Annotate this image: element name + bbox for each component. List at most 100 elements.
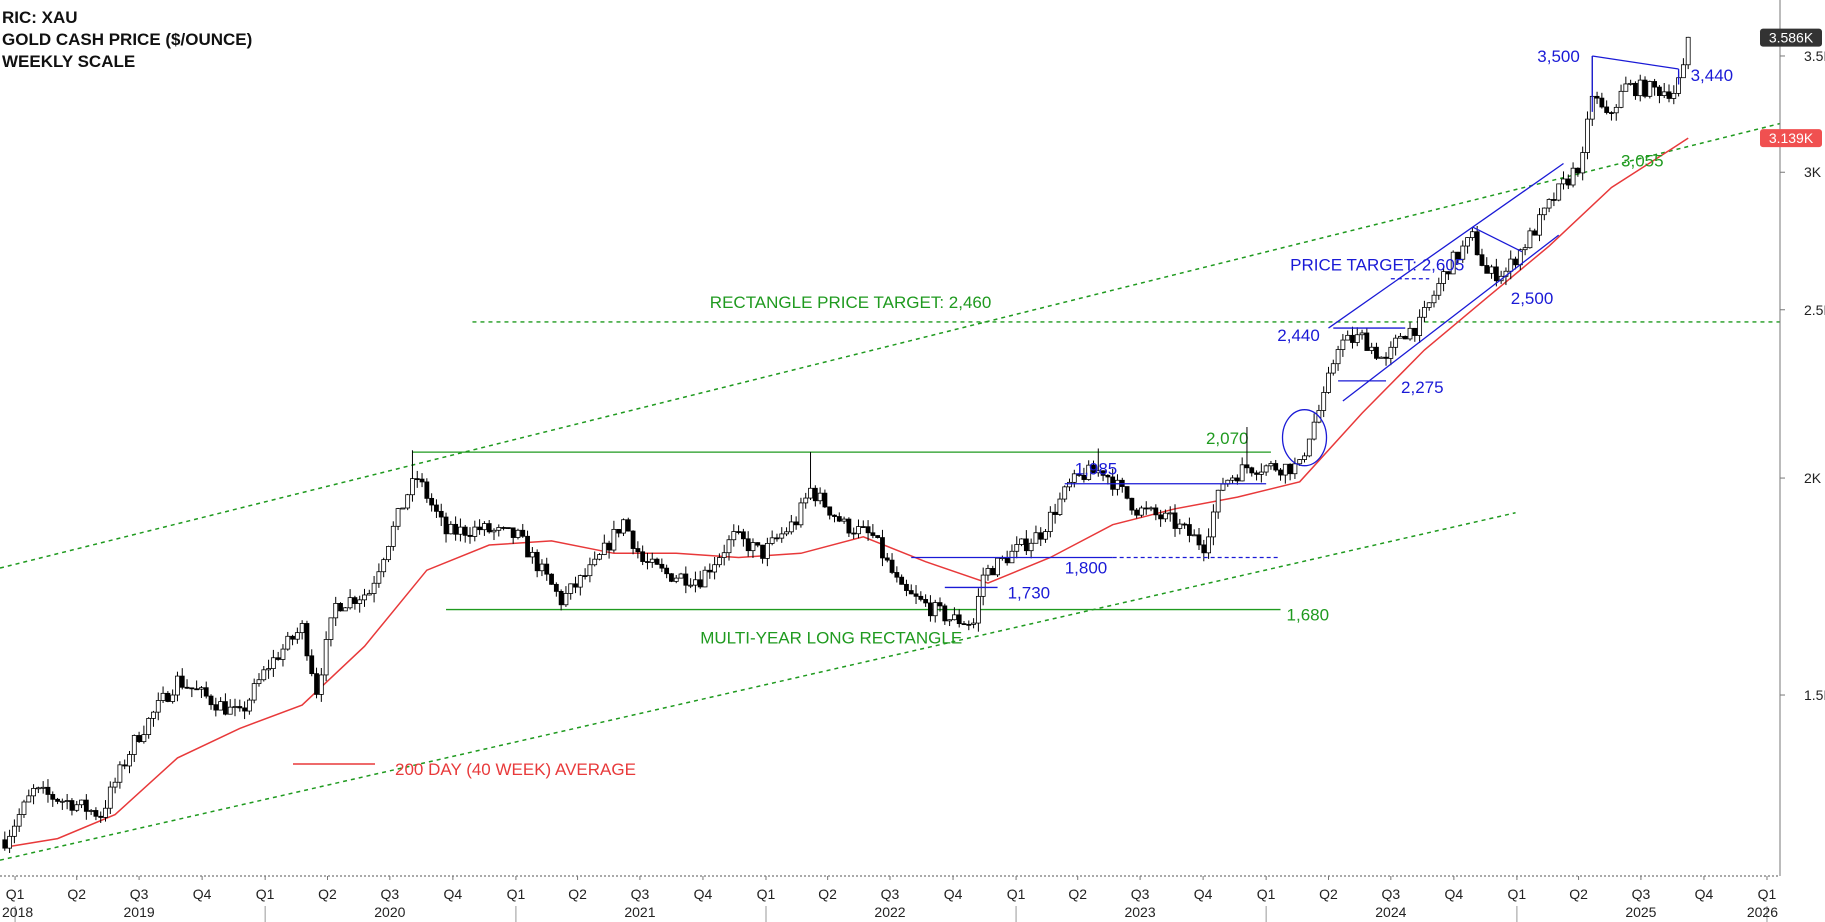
- candle-body: [1436, 283, 1442, 296]
- x-quarter-label: Q2: [568, 886, 587, 902]
- level-3055-label: 3,055: [1621, 152, 1664, 171]
- candle-body: [683, 573, 689, 586]
- candle-body: [179, 675, 185, 688]
- candle-body: [1657, 86, 1662, 96]
- x-year-label: 2025: [1625, 904, 1656, 920]
- candle-body: [424, 481, 430, 499]
- candle-body: [400, 507, 406, 510]
- candle-body: [309, 655, 315, 675]
- candle-body: [1561, 178, 1566, 185]
- candle-body: [285, 635, 291, 650]
- candle-body: [1134, 509, 1140, 516]
- candle-body: [199, 687, 204, 690]
- candle-body: [553, 583, 559, 592]
- candle-body: [841, 518, 847, 522]
- candle-body: [731, 531, 737, 541]
- candle-body: [1565, 178, 1571, 186]
- candle-body: [1551, 199, 1557, 201]
- x-quarter-label: Q2: [818, 886, 837, 902]
- x-quarter-label: Q4: [193, 886, 212, 902]
- channel-upper-line: [0, 122, 1781, 569]
- candle-body: [175, 675, 180, 696]
- x-quarter-label: Q1: [1508, 886, 1527, 902]
- candle-body: [1350, 334, 1355, 343]
- candle-body: [1071, 473, 1077, 483]
- candle-body: [544, 563, 550, 575]
- x-quarter-label: Q4: [1695, 886, 1714, 902]
- candle-body: [1282, 463, 1288, 476]
- candle-body: [1570, 167, 1576, 186]
- candle-body: [630, 530, 636, 549]
- candle-body: [1465, 237, 1470, 247]
- channel-2024-lower-line: [1342, 234, 1560, 402]
- ma-price-tag-label: 3.139K: [1769, 130, 1814, 146]
- candle-body: [1086, 464, 1092, 480]
- candle-body: [1129, 497, 1135, 511]
- candle-body: [270, 657, 276, 669]
- candle-body: [194, 688, 200, 691]
- x-quarter-label: Q4: [444, 886, 463, 902]
- candle-body: [942, 605, 948, 622]
- candle-body: [1484, 265, 1490, 274]
- candle-body: [1287, 463, 1293, 475]
- x-quarter-label: Q2: [1068, 886, 1087, 902]
- candle-body: [1628, 82, 1634, 85]
- candle-body: [376, 571, 382, 584]
- candle-body: [1527, 230, 1533, 249]
- candle-body: [481, 523, 487, 531]
- candle-body: [1340, 339, 1346, 350]
- candle-body: [83, 799, 89, 812]
- candle-body: [419, 478, 425, 483]
- candle-body: [582, 575, 588, 577]
- candle-body: [266, 668, 271, 671]
- candle-body: [577, 575, 583, 588]
- x-quarter-label: Q3: [130, 886, 149, 902]
- candle-body: [846, 518, 852, 534]
- level-1800-label: 1,800: [1065, 559, 1108, 578]
- candle-body: [712, 564, 718, 573]
- candle-body: [1522, 247, 1528, 251]
- candle-body: [453, 523, 459, 535]
- candle-body: [937, 602, 943, 607]
- candle-body: [1278, 469, 1283, 476]
- candle-body: [568, 583, 574, 594]
- candle-body: [275, 657, 281, 660]
- candle-body: [980, 574, 986, 597]
- candle-body: [165, 692, 171, 702]
- candle-body: [1474, 231, 1480, 256]
- x-year-label: 2026: [1747, 904, 1778, 920]
- candle-body: [136, 735, 142, 743]
- candle-body: [50, 794, 56, 800]
- candle-body: [601, 542, 607, 555]
- candle-body: [1647, 81, 1653, 97]
- candle-body: [1234, 477, 1240, 482]
- candle-body: [707, 569, 713, 573]
- x-quarter-label: Q2: [1319, 886, 1338, 902]
- candle-body: [448, 523, 454, 535]
- candle-body: [875, 535, 881, 538]
- breakout-circle: [1281, 409, 1328, 467]
- candle-body: [1076, 473, 1082, 476]
- candle-body: [352, 597, 358, 604]
- candle-body: [1215, 489, 1221, 513]
- y-tick-label: 2K: [1804, 470, 1822, 486]
- candle-body: [563, 593, 569, 606]
- candle-body: [1575, 167, 1581, 174]
- candle-body: [966, 623, 972, 626]
- candle-body: [851, 532, 857, 535]
- candle-body: [366, 593, 372, 596]
- candle-body: [515, 529, 521, 538]
- candle-body: [1033, 532, 1039, 544]
- candle-body: [390, 525, 396, 547]
- candle-body: [716, 557, 722, 566]
- candle-body: [467, 534, 473, 537]
- candle-body: [1019, 538, 1024, 545]
- candle-body: [1182, 523, 1188, 526]
- ma-price-tag: [1760, 129, 1822, 148]
- candle-body: [745, 538, 751, 552]
- candle-body: [1599, 97, 1605, 108]
- candle-body: [1052, 511, 1058, 515]
- candle-body: [856, 526, 861, 535]
- candle-body: [160, 692, 166, 701]
